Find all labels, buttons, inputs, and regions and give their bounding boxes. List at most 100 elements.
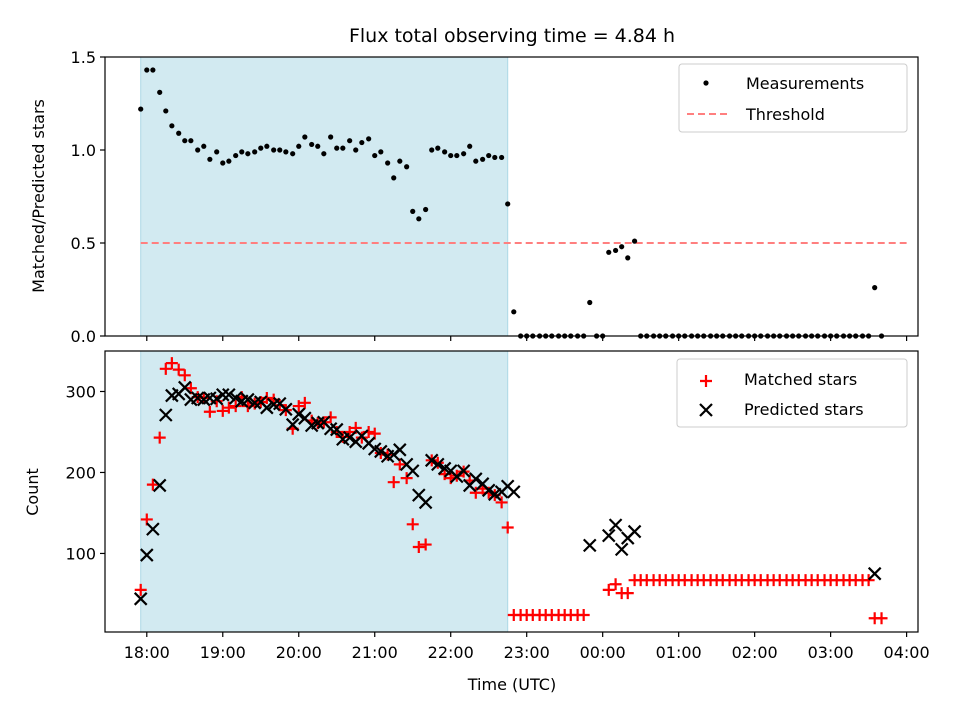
- matched-star-point: [621, 587, 634, 600]
- chart-title: Flux total observing time = 4.84 h: [349, 25, 675, 47]
- predicted-star-point: [152, 478, 167, 493]
- matched-star-point: [501, 521, 514, 534]
- predicted-star-point: [627, 524, 642, 539]
- measurement-point: [391, 175, 397, 181]
- x-tick-label: 18:00: [124, 643, 170, 662]
- ratio-y-tick-label: 1.5: [71, 48, 96, 67]
- x-tick-label: 01:00: [656, 643, 702, 662]
- x-tick-label: 00:00: [580, 643, 626, 662]
- count-y-tick-label: 100: [65, 544, 96, 563]
- measurement-point: [214, 149, 220, 155]
- x-tick-label: 02:00: [732, 643, 778, 662]
- measurement-point: [290, 151, 296, 157]
- predicted-star-point: [329, 422, 344, 437]
- predicted-star-point: [215, 387, 230, 402]
- count-marks: [133, 357, 888, 625]
- predicted-star-point: [507, 485, 521, 499]
- matched-star-point: [419, 538, 432, 551]
- measurement-point: [138, 106, 144, 112]
- x-tick-label: 21:00: [352, 643, 398, 662]
- count-legend: Matched stars Predicted stars: [676, 358, 908, 428]
- x-tick-label: 04:00: [884, 643, 930, 662]
- legend-predicted-marker: [699, 403, 713, 417]
- measurement-point: [195, 147, 201, 153]
- matched-star-point: [159, 362, 172, 375]
- matched-star-point: [336, 430, 349, 443]
- predicted-star-point: [222, 387, 236, 402]
- measurement-point: [467, 143, 473, 149]
- matched-star-point: [178, 369, 191, 382]
- measurement-point: [176, 130, 182, 136]
- measurement-point: [239, 149, 245, 155]
- measurement-point: [233, 152, 239, 159]
- observing-window-shade-top: [140, 56, 509, 337]
- measurement-point: [359, 139, 365, 146]
- measurement-point: [435, 145, 441, 151]
- legend-matched-label: Matched stars: [744, 370, 857, 389]
- x-tick-label: 23:00: [504, 643, 550, 662]
- predicted-star-point: [140, 548, 154, 562]
- ratio-axes-frame: [104, 56, 919, 337]
- count-x-ticks: 18:00 19:00 20:00 21:00 22:00 23:00 00:00 01:00…: [124, 632, 930, 662]
- measurement-point: [220, 160, 226, 166]
- measurement-point: [144, 67, 150, 73]
- count-y-ticks: 100 200 300: [65, 382, 105, 563]
- measurement-point: [410, 208, 416, 214]
- predicted-star-point: [469, 472, 483, 486]
- measurement-point: [619, 244, 625, 250]
- measurement-point: [397, 158, 403, 164]
- predicted-star-point: [178, 380, 192, 395]
- measurement-point: [442, 149, 448, 155]
- x-tick-label: 20:00: [276, 643, 322, 662]
- predicted-star-point: [582, 538, 597, 553]
- measurement-point: [486, 152, 492, 159]
- predicted-star-point: [608, 518, 623, 532]
- measurement-point: [252, 149, 258, 155]
- measurement-point: [461, 151, 467, 157]
- ratio-marks: [138, 67, 907, 339]
- measurement-point: [416, 216, 422, 222]
- matched-star-point: [153, 431, 166, 444]
- measurement-point: [169, 123, 175, 129]
- count-axes-frame: [104, 350, 919, 633]
- measurement-point: [625, 255, 631, 261]
- predicted-star-point: [456, 464, 471, 478]
- predicted-star-point: [405, 464, 420, 478]
- legend-matched-marker: [700, 375, 712, 387]
- ratio-legend-box: [678, 63, 908, 133]
- matched-star-point: [146, 478, 159, 491]
- measurement-point: [277, 147, 283, 153]
- predicted-star-point: [241, 392, 255, 407]
- measurement-point: [372, 152, 378, 159]
- predicted-star-point: [159, 408, 173, 422]
- ratio-legend: Measurements Threshold: [678, 63, 908, 133]
- measurement-point: [612, 247, 619, 254]
- matched-star-point: [875, 612, 888, 625]
- matched-star-point: [203, 405, 216, 418]
- matched-star-point: [324, 411, 337, 424]
- predicted-star-point: [867, 566, 882, 581]
- count-panel: 100 200 300 18:00 19:00 20:00 21:00 22:00 23:00…: [23, 350, 930, 694]
- measurement-point: [315, 143, 321, 149]
- measurement-point: [385, 160, 391, 166]
- predicted-star-point: [374, 444, 388, 459]
- ratio-y-axis-label: Matched/Predicted stars: [29, 99, 48, 293]
- measurement-point: [283, 149, 289, 155]
- ratio-y-tick-label: 1.0: [71, 141, 96, 160]
- legend-threshold-label: Threshold: [745, 105, 825, 124]
- matched-star-point: [216, 404, 229, 417]
- measurement-point: [150, 67, 156, 73]
- count-y-tick-label: 200: [65, 463, 96, 482]
- matched-star-point: [495, 496, 508, 509]
- measurement-point: [207, 156, 213, 162]
- matched-star-point: [165, 357, 178, 370]
- measurement-point: [347, 138, 353, 144]
- measurement-point: [587, 299, 593, 306]
- measurement-point: [511, 309, 517, 315]
- measurement-point: [309, 141, 315, 148]
- matched-star-point: [862, 574, 875, 587]
- predicted-star-point: [614, 542, 629, 557]
- legend-measurements-label: Measurements: [746, 74, 864, 93]
- measurement-point: [302, 134, 308, 140]
- predicted-star-point: [431, 457, 445, 472]
